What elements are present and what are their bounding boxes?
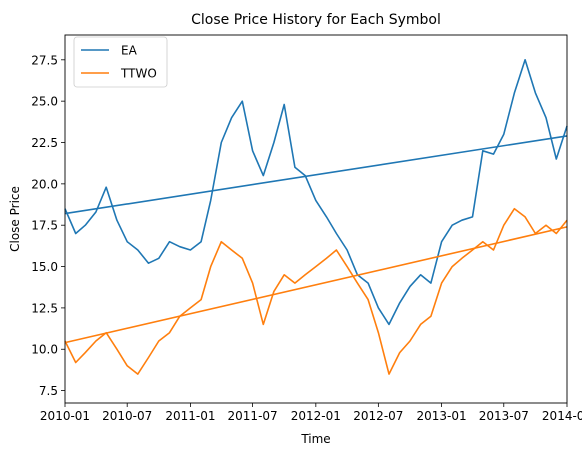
- plot-lines: [64, 58, 568, 375]
- x-tick-label: 2010-07: [102, 409, 152, 423]
- y-tick-label: 7.5: [39, 384, 58, 398]
- x-tick-label: 2011-07: [228, 409, 278, 423]
- y-tick-label: 15.0: [31, 260, 58, 274]
- y-tick-label: 17.5: [31, 219, 58, 233]
- trend-line-2: [64, 135, 568, 215]
- y-tick-label: 20.0: [31, 177, 58, 191]
- y-axis: 7.5 10.0 12.5 15.0 17.5 20.0 22.5 25.0 27.5: [31, 53, 65, 398]
- x-tick-label: 2013-01: [417, 409, 467, 423]
- x-tick-label: 2014-01: [542, 409, 582, 423]
- x-tick-label: 2012-01: [291, 409, 341, 423]
- y-tick-label: 10.0: [31, 343, 58, 357]
- legend-label-ea: EA: [121, 44, 138, 58]
- y-axis-label: Close Price: [8, 186, 22, 252]
- x-axis: 2010-01 2010-07 2011-01 2011-07 2012-01 2012-…: [40, 403, 582, 423]
- y-tick-label: 27.5: [31, 53, 58, 67]
- series-line-ea: [64, 58, 568, 326]
- x-tick-label: 2010-01: [40, 409, 90, 423]
- x-tick-label: 2012-07: [353, 409, 403, 423]
- x-tick-label: 2013-07: [479, 409, 529, 423]
- y-tick-label: 12.5: [31, 301, 58, 315]
- y-tick-label: 25.0: [31, 95, 58, 109]
- series-line-ttwo: [64, 207, 568, 375]
- trend-line-3: [64, 226, 568, 344]
- x-axis-label: Time: [300, 432, 330, 446]
- x-tick-label: 2011-01: [165, 409, 215, 423]
- y-tick-label: 22.5: [31, 136, 58, 150]
- legend-label-ttwo: TTWO: [120, 67, 157, 81]
- legend: EA TTWO: [73, 36, 168, 88]
- chart-title: Close Price History for Each Symbol: [191, 12, 441, 28]
